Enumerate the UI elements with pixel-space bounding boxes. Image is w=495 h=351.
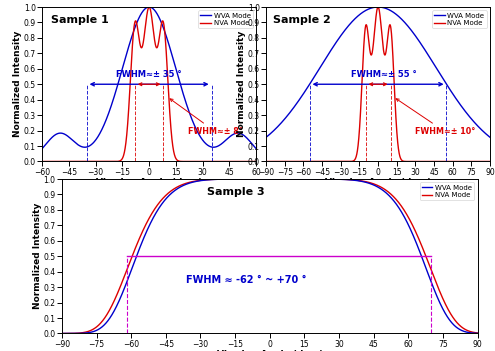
Y-axis label: Normalized Intensity: Normalized Intensity: [237, 31, 247, 138]
Text: FWHM≈± 55 °: FWHM≈± 55 °: [351, 70, 417, 79]
Text: FWHM≈± 10°: FWHM≈± 10°: [396, 99, 476, 137]
X-axis label: Viewing Angle (deg.): Viewing Angle (deg.): [325, 178, 431, 187]
Legend: WVA Mode, NVA Mode: WVA Mode, NVA Mode: [432, 11, 487, 28]
Text: Sample 3: Sample 3: [207, 187, 265, 197]
Text: FWHM ≈ -62 ° ~ +70 °: FWHM ≈ -62 ° ~ +70 °: [187, 275, 307, 285]
X-axis label: Viewing Angle (deg.): Viewing Angle (deg.): [96, 178, 202, 187]
Text: Sample 2: Sample 2: [273, 15, 331, 25]
Text: FWHM≈± 35 °: FWHM≈± 35 °: [116, 70, 182, 79]
Text: FWHM≈± 8°: FWHM≈± 8°: [170, 99, 244, 137]
X-axis label: Viewing Angle (deg.): Viewing Angle (deg.): [217, 350, 323, 351]
Legend: WVA Mode, NVA Mode: WVA Mode, NVA Mode: [420, 183, 474, 200]
Text: Sample 1: Sample 1: [50, 15, 108, 25]
Y-axis label: Normalized Intensity: Normalized Intensity: [13, 31, 22, 138]
Legend: WVA Mode, NVA Mode: WVA Mode, NVA Mode: [198, 11, 252, 28]
Y-axis label: Normalized Intensity: Normalized Intensity: [33, 203, 42, 310]
